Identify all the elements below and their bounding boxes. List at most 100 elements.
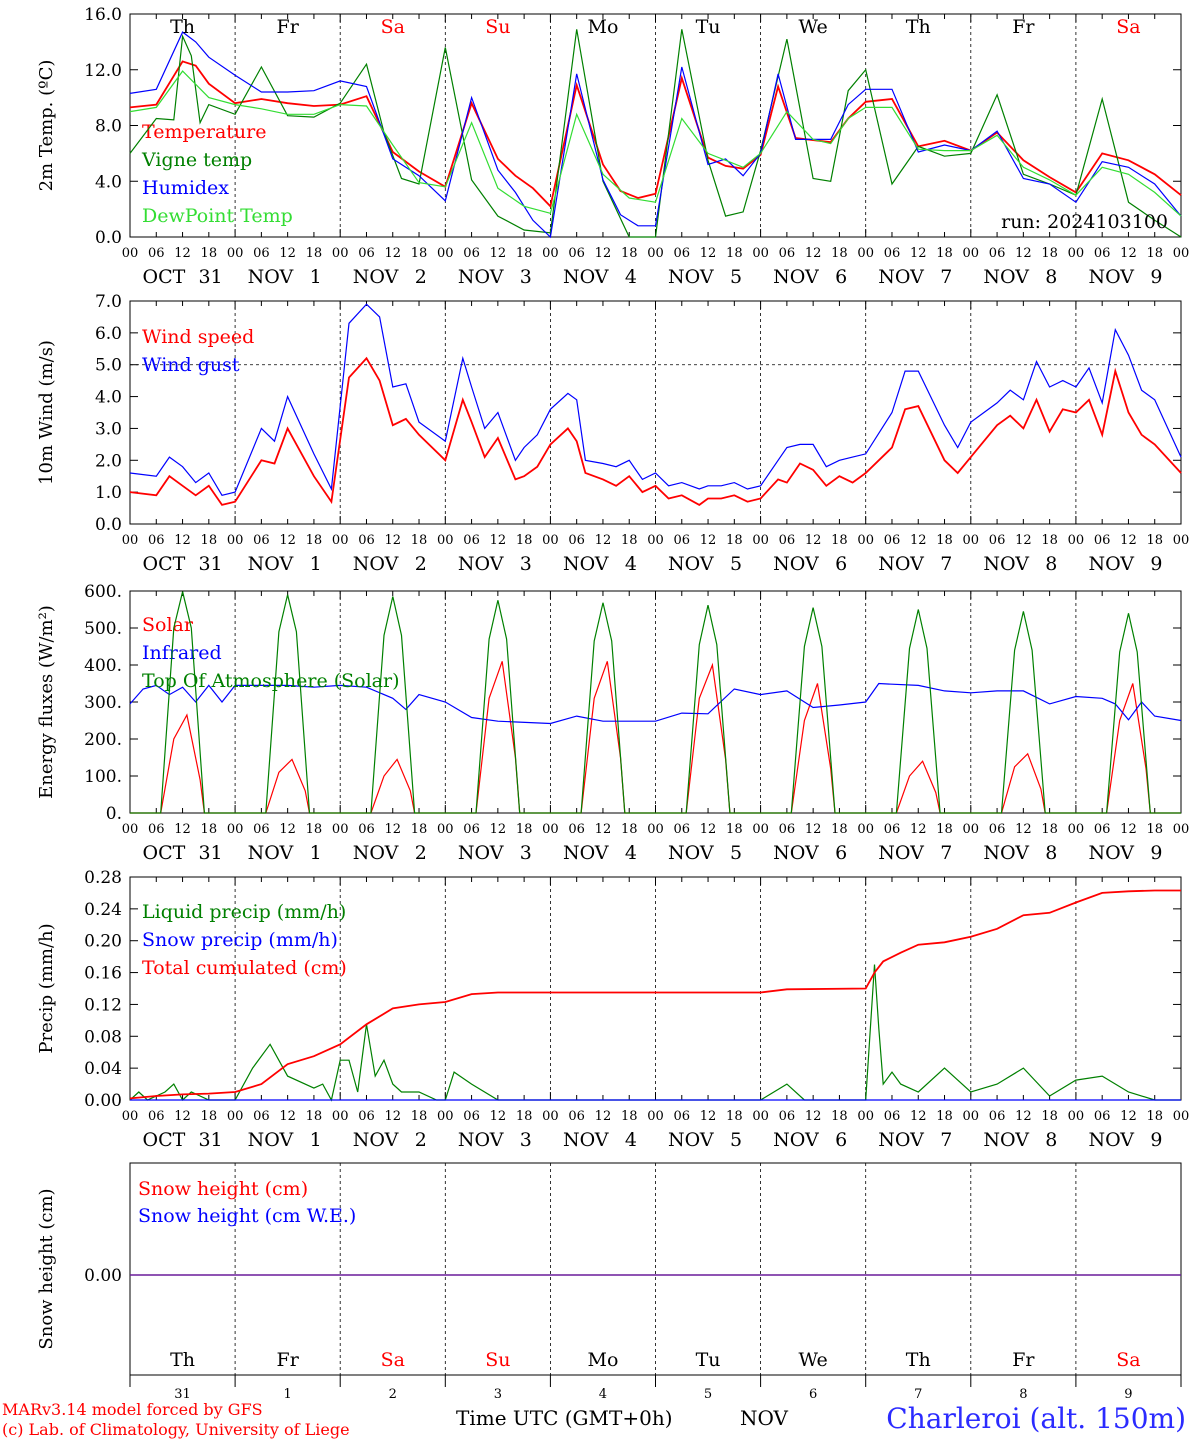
x-tick-label: 12 — [490, 246, 507, 261]
x-tick-label: 12 — [490, 1109, 507, 1124]
date-label-month: NOV — [668, 842, 714, 864]
y-tick-label: 0.24 — [84, 900, 122, 920]
x-tick-label: 18 — [1146, 246, 1163, 261]
date-label-month: NOV — [248, 553, 294, 575]
date-label-month: NOV — [563, 842, 609, 864]
x-tick-label: 06 — [779, 1109, 796, 1124]
x-tick-label: 06 — [779, 533, 796, 548]
x-tick-label: 12 — [279, 822, 296, 837]
x-tick-label: 06 — [358, 822, 375, 837]
y-tick-label: 0.0 — [95, 515, 122, 535]
day-number: 31 — [174, 1387, 191, 1402]
day-number: 6 — [809, 1387, 817, 1402]
series-line-red — [129, 889, 1181, 1100]
x-tick-label: 00 — [963, 533, 980, 548]
weekday-label-top: We — [799, 16, 828, 38]
x-tick-label: 00 — [647, 1109, 664, 1124]
x-tick-label: 00 — [857, 822, 874, 837]
y-tick-label: 4.0 — [95, 388, 122, 408]
date-label-day: 6 — [835, 553, 847, 575]
x-tick-label: 18 — [621, 533, 638, 548]
day-number: 5 — [704, 1387, 712, 1402]
x-tick-label: 06 — [1094, 1109, 1111, 1124]
day-number: 1 — [284, 1387, 292, 1402]
x-tick-label: 06 — [568, 1109, 585, 1124]
weekday-label-top: Sa — [1116, 16, 1140, 38]
date-label-month: NOV — [773, 842, 819, 864]
date-label-day: 1 — [310, 553, 322, 575]
x-tick-label: 12 — [910, 533, 927, 548]
y-tick-label: 0.00 — [84, 1266, 122, 1286]
date-label-month: NOV — [1088, 1129, 1134, 1151]
y-tick-label: 12.0 — [84, 61, 122, 81]
y-tick-label: 6.0 — [95, 324, 122, 344]
x-tick-label: 12 — [384, 1109, 401, 1124]
x-tick-label: 06 — [568, 533, 585, 548]
x-tick-label: 12 — [174, 533, 191, 548]
x-tick-label: 06 — [463, 533, 480, 548]
legend-entry: Solar — [142, 614, 194, 636]
y-axis-label: 2m Temp. (ºC) — [36, 60, 57, 192]
y-tick-label: 0.28 — [84, 868, 122, 888]
weekday-label-top: Tu — [696, 16, 721, 38]
x-tick-label: 00 — [647, 822, 664, 837]
weekday-label-bottom: Fr — [277, 1349, 300, 1371]
date-label-day: 4 — [625, 842, 637, 864]
day-number: 3 — [494, 1387, 502, 1402]
legend-entry: Wind gust — [142, 354, 240, 376]
x-tick-label: 18 — [726, 822, 743, 837]
legend-entry: Vigne temp — [141, 149, 252, 171]
x-tick-label: 18 — [516, 1109, 533, 1124]
date-label-day: 3 — [520, 553, 532, 575]
x-tick-label: 00 — [122, 822, 139, 837]
y-tick-label: 500. — [84, 619, 122, 639]
y-tick-label: 8.0 — [95, 117, 122, 137]
x-tick-label: 18 — [1146, 533, 1163, 548]
x-tick-label: 06 — [148, 1109, 165, 1124]
x-tick-label: 00 — [647, 246, 664, 261]
y-axis-label: Precip (mm/h) — [36, 923, 57, 1053]
run-label: run: 2024103100 — [1001, 211, 1168, 233]
x-tick-label: 18 — [306, 246, 323, 261]
x-tick-label: 18 — [1041, 1109, 1058, 1124]
x-tick-label: 12 — [1015, 822, 1032, 837]
x-tick-label: 00 — [1068, 246, 1085, 261]
x-tick-label: 18 — [936, 246, 953, 261]
y-tick-label: 0.12 — [84, 995, 122, 1015]
x-tick-label: 00 — [332, 533, 349, 548]
date-label-month: OCT — [143, 266, 186, 288]
x-tick-label: 00 — [227, 533, 244, 548]
x-tick-label: 00 — [1173, 246, 1190, 261]
y-tick-label: 2.0 — [95, 451, 122, 471]
month-label: NOV — [740, 1406, 788, 1430]
date-label-day: 1 — [310, 842, 322, 864]
x-tick-label: 12 — [490, 533, 507, 548]
x-tick-label: 00 — [122, 246, 139, 261]
day-number: 8 — [1019, 1387, 1027, 1402]
x-tick-label: 00 — [437, 246, 454, 261]
date-label-month: NOV — [1088, 266, 1134, 288]
y-tick-label: 0.16 — [84, 964, 122, 984]
x-tick-label: 12 — [805, 533, 822, 548]
x-tick-label: 06 — [674, 533, 691, 548]
y-axis-label: Snow height (cm) — [36, 1188, 57, 1349]
weekday-label-top: Th — [906, 16, 931, 38]
y-tick-label: 0.08 — [84, 1027, 122, 1047]
date-label-day: 6 — [835, 842, 847, 864]
weekday-label-top: Sa — [381, 16, 405, 38]
weekday-label-top: Fr — [277, 16, 300, 38]
x-tick-label: 06 — [1094, 533, 1111, 548]
x-tick-label: 00 — [437, 533, 454, 548]
legend-entry: Top Of Atmosphere (Solar) — [142, 670, 400, 692]
x-tick-label: 00 — [332, 1109, 349, 1124]
lab-credit: (c) Lab. of Climatology, University of L… — [2, 1420, 350, 1439]
x-tick-label: 06 — [989, 533, 1006, 548]
date-label-day: 9 — [1150, 1129, 1162, 1151]
y-tick-label: 16.0 — [84, 5, 122, 25]
date-label-day: 1 — [310, 1129, 322, 1151]
x-tick-label: 00 — [542, 1109, 559, 1124]
x-tick-label: 06 — [148, 246, 165, 261]
x-tick-label: 18 — [726, 246, 743, 261]
date-label-month: NOV — [983, 553, 1029, 575]
date-label-month: NOV — [563, 266, 609, 288]
